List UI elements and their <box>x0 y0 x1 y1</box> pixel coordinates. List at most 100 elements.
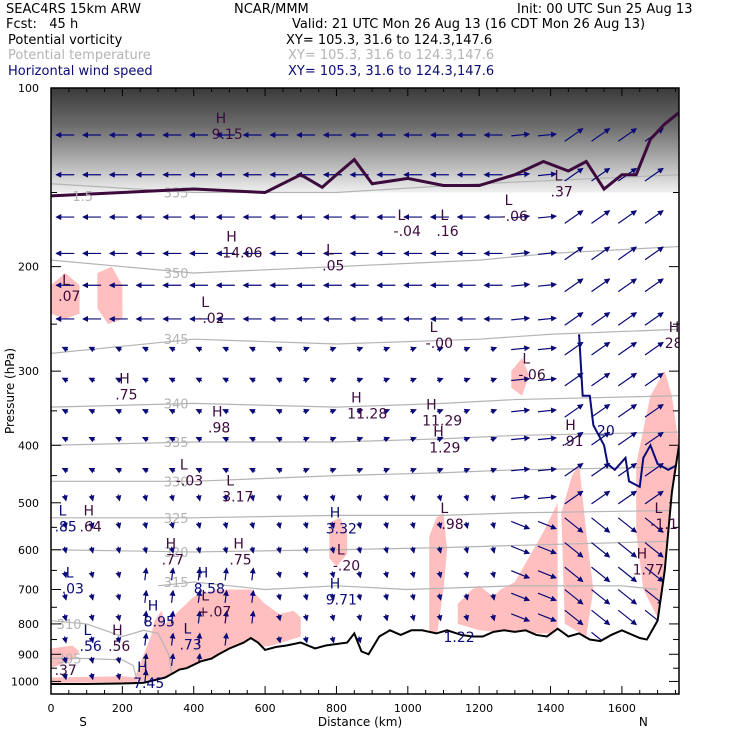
wind-vector <box>383 614 389 622</box>
wind-vector <box>591 490 611 505</box>
wind-vector <box>61 593 68 601</box>
wind-vector <box>249 377 256 384</box>
wind-vector <box>195 521 202 529</box>
wind-vector <box>61 571 68 579</box>
extremum-value-label: .16 <box>436 224 458 240</box>
wind-vector <box>222 632 229 646</box>
wind-vector <box>436 546 443 554</box>
wind-vector <box>537 435 557 442</box>
high-marker: H <box>565 418 576 434</box>
wind-vector <box>537 376 557 383</box>
wind-vector <box>564 589 584 605</box>
wind-vector <box>436 521 443 529</box>
wind-vector <box>564 490 584 505</box>
wind-vector <box>115 408 122 415</box>
wind-vector <box>302 614 309 622</box>
wind-vector <box>510 545 531 555</box>
wind-vector <box>490 571 496 579</box>
x-tick-label: 400 <box>183 702 204 715</box>
extremum-value-label: .91 <box>561 434 583 450</box>
extremum-value-label: .73 <box>179 638 201 654</box>
pv-shade-region <box>511 357 530 396</box>
wind-vector <box>409 593 416 601</box>
wind-vector <box>88 656 95 664</box>
wind-vector <box>537 345 557 352</box>
wind-vector <box>88 467 96 474</box>
extremum-value-label: .85 <box>55 519 77 535</box>
theta-contour-label: 330 <box>164 475 189 490</box>
wind-vector <box>195 436 203 443</box>
theta-contour-line <box>51 620 173 679</box>
wind-vector <box>617 128 638 142</box>
wind-vector <box>249 521 256 529</box>
theta-contour-line <box>51 466 679 482</box>
wind-vector <box>564 128 584 142</box>
theta-contour-label: 340 <box>164 397 189 412</box>
wind-vector <box>249 567 256 581</box>
wind-vector <box>142 610 149 624</box>
wind-vector <box>115 546 122 554</box>
wind-vector <box>644 312 664 326</box>
wind-vector <box>490 408 498 415</box>
high-marker: H <box>119 372 130 388</box>
wind-vector <box>141 346 149 353</box>
wind-vector <box>617 341 638 356</box>
wind-vector <box>303 436 310 443</box>
wind-vector <box>537 171 557 178</box>
field-2-xy: XY= 105.3, 31.6 to 124.3,147.6 <box>288 48 495 63</box>
wind-vector <box>511 250 531 257</box>
wind-vector <box>303 408 310 415</box>
wind-vector <box>537 570 557 579</box>
high-marker: H <box>226 229 237 245</box>
wind-vector <box>275 436 283 443</box>
wind-vector <box>644 517 664 533</box>
low-marker: L <box>183 622 191 638</box>
wind-vector <box>537 545 557 555</box>
wind-vector <box>436 494 443 502</box>
pv-tropopause-line <box>51 111 679 198</box>
pv-tropopause-contour: 1.5 <box>51 111 679 205</box>
x-tick-label: 0 <box>48 702 55 715</box>
wind-vector <box>329 436 337 443</box>
wind-vectors <box>55 128 664 683</box>
wind-vector <box>303 467 310 474</box>
high-marker: H <box>198 566 209 582</box>
high-marker: H <box>137 660 148 676</box>
wind-vector <box>490 593 496 601</box>
wind-vector <box>115 346 122 353</box>
wind-vector <box>490 546 496 554</box>
low-marker: L <box>440 208 448 224</box>
wind-vector <box>88 673 95 681</box>
wind-vector <box>644 403 664 418</box>
wind-vector <box>511 494 531 501</box>
wind-vector <box>249 467 256 474</box>
wind-vector <box>169 567 176 581</box>
extremum-value-label: -.98 <box>436 517 463 533</box>
endpoint-label-north: N <box>639 715 648 729</box>
wind-vector <box>409 494 416 502</box>
extremum-value-label: 3.17 <box>222 490 253 506</box>
terrain-line <box>51 445 679 685</box>
wind-vector <box>564 278 584 293</box>
wind-vector <box>591 278 611 293</box>
wind-vector <box>249 346 256 353</box>
wind-vector <box>356 377 364 384</box>
extremum-value-label: 3.32 <box>326 522 357 538</box>
field-1-name: Potential vorticity <box>8 33 123 48</box>
wind-vector <box>115 614 122 622</box>
wind-vector <box>410 467 417 474</box>
wind-vector <box>115 521 122 529</box>
wind-vector <box>142 589 149 603</box>
high-marker: H <box>351 391 362 407</box>
wind-vector <box>249 436 256 443</box>
theta-contour-label: 315 <box>164 576 189 591</box>
wind-vector <box>510 613 531 622</box>
wind-vector <box>463 593 470 601</box>
wind-vector <box>356 521 363 529</box>
pv-shade-region <box>97 266 123 325</box>
extremum-value-label: 9.71 <box>326 592 357 608</box>
extremum-value-label: .75 <box>115 388 137 404</box>
endpoint-label-south: S <box>79 715 87 729</box>
wind-vector <box>275 377 283 384</box>
init-time: Init: 00 UTC Sun 25 Aug 13 <box>517 2 693 17</box>
